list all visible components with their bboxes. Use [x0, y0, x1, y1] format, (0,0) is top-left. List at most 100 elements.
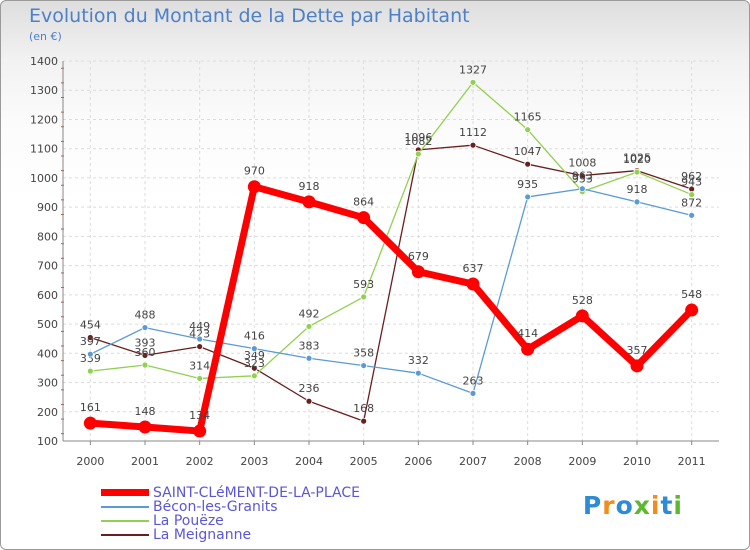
x-tick-label: 2007: [459, 455, 487, 468]
data-point: [360, 362, 368, 369]
y-tick-label: 800: [37, 230, 58, 243]
data-point: [688, 211, 696, 219]
data-point: [141, 361, 149, 369]
y-tick-label: 1200: [30, 113, 58, 126]
data-label: 314: [189, 359, 210, 372]
data-label: 963: [572, 170, 593, 183]
proxiti-logo: Proxiti: [583, 491, 683, 520]
data-label: 414: [517, 327, 538, 340]
x-tick-label: 2010: [623, 455, 651, 468]
y-tick-label: 400: [37, 347, 58, 360]
logo-letter: x: [633, 491, 651, 520]
data-point: [414, 369, 422, 377]
data-label: 1082: [404, 135, 432, 148]
data-label: 962: [681, 170, 702, 183]
data-label: 332: [408, 354, 429, 367]
data-label: 1112: [459, 126, 487, 139]
data-label: 357: [627, 344, 648, 357]
data-label: 970: [244, 165, 265, 178]
data-label: 397: [80, 335, 101, 348]
data-point: [360, 417, 368, 425]
data-point: [138, 420, 152, 434]
legend-label: Bécon-les-Granits: [153, 499, 278, 515]
data-label: 1025: [623, 152, 651, 165]
data-label: 492: [299, 307, 320, 320]
data-label: 528: [572, 294, 593, 307]
data-label: 1327: [459, 63, 487, 76]
series-line: [89, 81, 693, 380]
data-point: [86, 334, 94, 341]
y-tick-label: 1400: [30, 55, 58, 68]
data-point: [141, 351, 149, 359]
series-line: [89, 144, 693, 422]
data-label: 488: [135, 309, 156, 322]
data-point: [305, 323, 313, 330]
logo-letter: i: [650, 491, 661, 520]
x-tick-label: 2000: [76, 455, 104, 468]
data-label: 454: [80, 319, 101, 332]
data-point: [193, 424, 207, 438]
data-point: [86, 350, 94, 358]
data-point: [302, 195, 316, 209]
data-label: 323: [244, 357, 265, 370]
y-tick-label: 100: [37, 435, 58, 448]
y-tick-label: 700: [37, 260, 58, 273]
data-point: [633, 198, 641, 206]
legend-label: La Meignanne: [153, 527, 252, 543]
data-point: [247, 180, 261, 194]
data-label: 679: [408, 250, 429, 263]
data-point: [578, 172, 586, 179]
data-point: [633, 168, 641, 176]
y-tick-label: 1300: [30, 84, 58, 97]
legend-swatch: [101, 489, 149, 496]
data-label: 1008: [568, 157, 596, 170]
data-label: 339: [80, 352, 101, 365]
logo-letter: t: [660, 491, 674, 520]
series-line: [86, 183, 696, 435]
data-point: [250, 364, 258, 372]
data-point: [575, 309, 589, 323]
data-point: [250, 372, 258, 380]
data-label: 449: [189, 320, 210, 333]
data-label: 953: [572, 173, 593, 186]
data-label: 383: [299, 339, 320, 352]
x-tick-label: 2008: [514, 455, 542, 468]
data-point: [250, 345, 258, 353]
data-point: [524, 160, 532, 168]
data-point: [466, 277, 480, 291]
x-tick-label: 2001: [131, 455, 159, 468]
data-label: 637: [463, 262, 484, 275]
data-label: 168: [353, 402, 374, 415]
y-tick-label: 900: [37, 201, 58, 214]
data-label: 360: [135, 346, 156, 359]
data-point: [196, 335, 204, 343]
data-point: [469, 141, 477, 149]
legend-swatch: [101, 534, 149, 536]
data-point: [521, 342, 535, 356]
data-point: [630, 359, 644, 373]
data-point: [411, 265, 425, 279]
logo-letter: r: [602, 491, 616, 520]
y-tick-label: 500: [37, 318, 58, 331]
y-tick-label: 1000: [30, 172, 58, 185]
data-label: 1165: [514, 111, 542, 124]
y-tick-label: 1100: [30, 143, 58, 156]
data-label: 134: [189, 409, 210, 422]
data-label: 593: [353, 278, 374, 291]
logo-letter: o: [615, 491, 634, 520]
chart-subtitle: (en €): [29, 30, 62, 43]
data-point: [360, 293, 368, 301]
y-tick-label: 200: [37, 406, 58, 419]
data-label: 918: [299, 180, 320, 193]
data-label: 416: [244, 330, 265, 343]
logo-letter: i: [673, 491, 683, 520]
data-point: [469, 389, 477, 397]
data-label: 943: [681, 176, 702, 189]
series-line: [89, 188, 693, 395]
data-label: 872: [681, 196, 702, 209]
data-label: 161: [80, 401, 101, 414]
data-point: [83, 416, 97, 430]
data-point: [524, 126, 532, 134]
data-point: [196, 343, 204, 350]
